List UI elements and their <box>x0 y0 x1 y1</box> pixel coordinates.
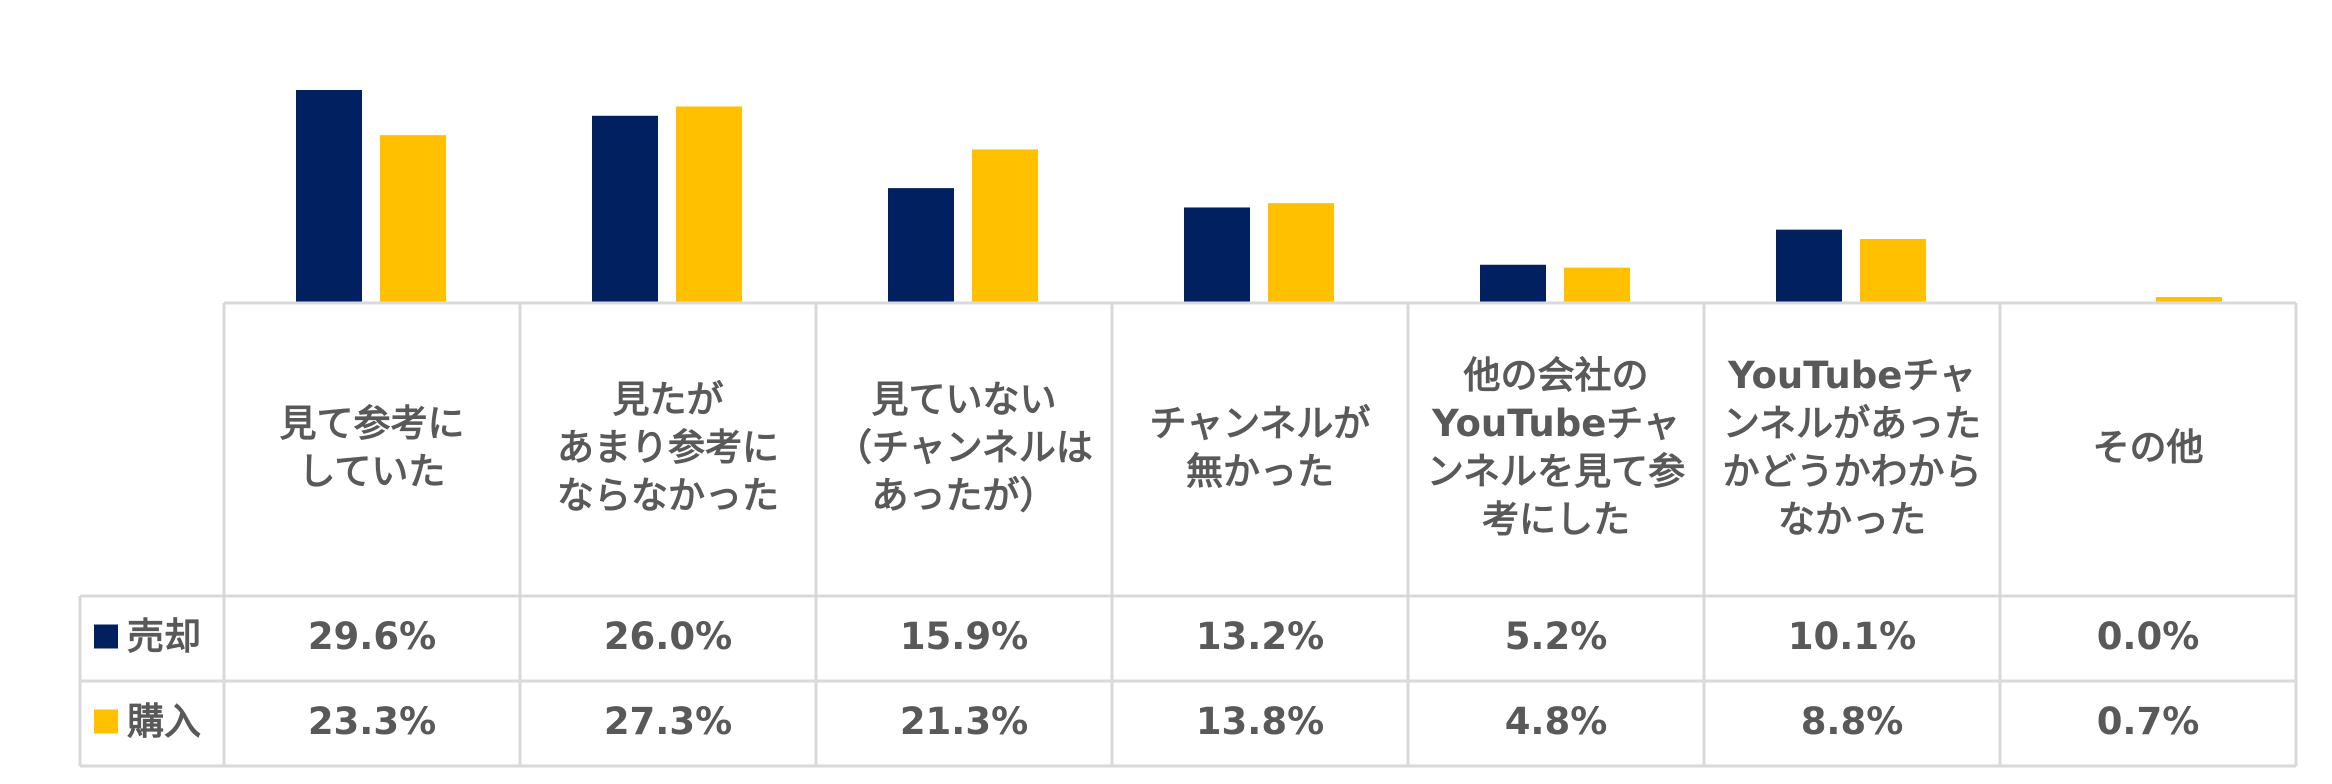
bar-購入-5 <box>1860 238 1926 302</box>
value-label-購入-3: 13.8% <box>1196 700 1324 743</box>
value-label-売却-0: 29.6% <box>308 615 436 658</box>
value-label-売却-6: 0.0% <box>2097 615 2200 658</box>
category-label-line: 見たが <box>613 378 724 421</box>
category-label-line: 見て参考に <box>280 402 465 445</box>
category-label-line: 見ていない <box>872 378 1057 421</box>
legend-key-売却 <box>94 624 118 649</box>
bar-購入-1 <box>676 106 742 302</box>
category-label-line: なかった <box>1778 498 1926 541</box>
value-label-購入-6: 0.7% <box>2097 700 2200 743</box>
category-label-5: YouTubeチャンネルがあったかどうかわからなかった <box>1723 354 1982 541</box>
value-label-購入-0: 23.3% <box>308 700 436 743</box>
category-label-line: 考にした <box>1482 498 1630 541</box>
category-label-line: YouTubeチャ <box>1727 354 1976 397</box>
value-label-売却-2: 15.9% <box>900 615 1028 658</box>
data-table: 見て参考にしていた 見たがあまり参考にならなかった 見ていない （チャンネルはあったが… <box>78 301 2298 768</box>
category-label-0: 見て参考にしていた <box>280 402 465 493</box>
category-label-line: ならなかった <box>557 474 779 517</box>
category-label-2: 見ていない （チャンネルはあったが） <box>835 378 1093 517</box>
bar-購入-3 <box>1268 203 1334 302</box>
legend-label-購入: 購入 <box>127 700 201 743</box>
value-label-購入-1: 27.3% <box>604 700 732 743</box>
category-label-1: 見たがあまり参考にならなかった <box>557 378 779 517</box>
category-label-line: ンネルがあった <box>1723 402 1981 445</box>
value-label-購入-5: 8.8% <box>1801 700 1904 743</box>
bar-購入-0 <box>380 135 446 302</box>
bar-売却-0 <box>296 90 362 302</box>
bar-売却-4 <box>1480 264 1546 302</box>
legend-label-売却: 売却 <box>127 615 201 658</box>
category-label-6: その他 <box>2093 426 2204 469</box>
value-label-売却-4: 5.2% <box>1505 615 1608 658</box>
value-label-売却-5: 10.1% <box>1788 615 1916 658</box>
value-label-購入-4: 4.8% <box>1505 700 1608 743</box>
category-label-line: （チャンネルは <box>835 426 1093 469</box>
category-label-line: YouTubeチャ <box>1431 402 1680 445</box>
bar-購入-6 <box>2156 296 2222 302</box>
bar-購入-2 <box>972 149 1038 302</box>
category-label-4: 他の会社の YouTubeチャンネルを見て参考にした <box>1427 354 1685 541</box>
value-label-売却-1: 26.0% <box>604 615 732 658</box>
category-label-line: あったが） <box>872 474 1057 517</box>
category-label-3: チャンネルが無かった <box>1150 402 1371 493</box>
value-label-購入-2: 21.3% <box>900 700 1028 743</box>
bar-売却-2 <box>888 188 954 302</box>
category-label-line: していた <box>299 450 446 493</box>
category-label-line: 他の会社の <box>1463 354 1649 397</box>
category-label-line: その他 <box>2093 426 2204 469</box>
category-label-line: あまり参考に <box>557 426 779 469</box>
bar-購入-4 <box>1564 267 1630 302</box>
plot-area <box>296 90 2222 302</box>
category-label-line: チャンネルが <box>1150 402 1371 445</box>
bar-売却-1 <box>592 115 658 302</box>
category-label-line: ンネルを見て参 <box>1427 450 1685 493</box>
bar-売却-3 <box>1184 207 1250 302</box>
legend-key-購入 <box>94 709 118 734</box>
category-label-line: かどうかわから <box>1723 450 1982 493</box>
value-label-売却-3: 13.2% <box>1196 615 1324 658</box>
category-label-line: 無かった <box>1186 450 1334 493</box>
bar-売却-5 <box>1776 229 1842 302</box>
